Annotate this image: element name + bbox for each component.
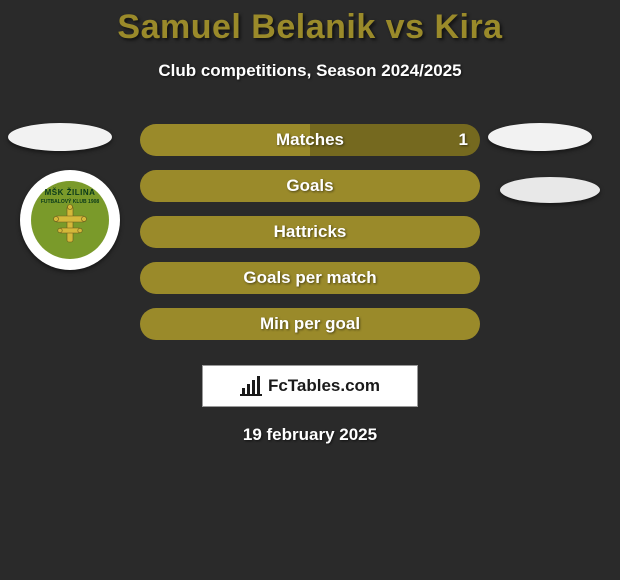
stat-bar: Goals: [140, 170, 480, 202]
stat-label: Matches: [140, 130, 480, 150]
stat-bar: Min per goal: [140, 308, 480, 340]
stat-label: Min per goal: [140, 314, 480, 334]
stat-row: Goals: [0, 163, 620, 209]
page-title: Samuel Belanik vs Kira: [0, 0, 620, 47]
stat-bar: Hattricks: [140, 216, 480, 248]
stat-label: Goals per match: [140, 268, 480, 288]
stat-value-right: 1: [459, 130, 468, 150]
stat-bar: Goals per match: [140, 262, 480, 294]
stat-bar: Matches1: [140, 124, 480, 156]
stat-label: Hattricks: [140, 222, 480, 242]
page-subtitle: Club competitions, Season 2024/2025: [0, 61, 620, 81]
date-text: 19 february 2025: [0, 425, 620, 445]
bar-chart-icon: [240, 376, 262, 396]
stat-label: Goals: [140, 176, 480, 196]
branding-box: FcTables.com: [202, 365, 418, 407]
stat-row: Hattricks: [0, 209, 620, 255]
stat-row: Min per goal: [0, 301, 620, 347]
branding-text: FcTables.com: [268, 376, 380, 396]
stat-row: Matches1: [0, 117, 620, 163]
stat-row: Goals per match: [0, 255, 620, 301]
stat-rows: Matches1 Goals Hattricks Goals per match Min…: [0, 117, 620, 347]
